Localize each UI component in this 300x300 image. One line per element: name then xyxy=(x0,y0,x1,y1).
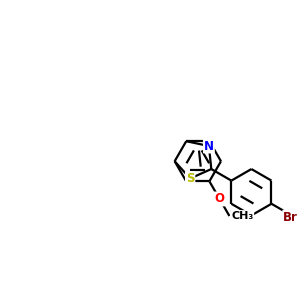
Text: CH₃: CH₃ xyxy=(231,211,253,221)
Text: O: O xyxy=(214,193,225,206)
Text: Br: Br xyxy=(283,211,298,224)
Text: N: N xyxy=(204,140,214,152)
Text: S: S xyxy=(186,172,194,185)
